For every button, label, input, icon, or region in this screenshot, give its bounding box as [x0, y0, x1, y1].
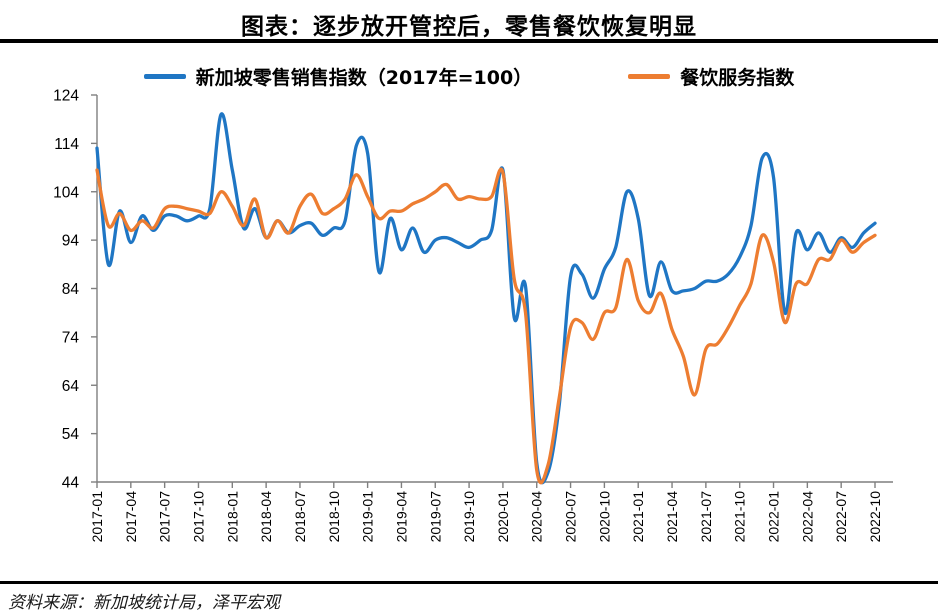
top-divider: [0, 39, 938, 43]
svg-text:2018-04: 2018-04: [258, 491, 274, 543]
retail-series-label: 新加坡零售销售指数（2017年=100）: [195, 67, 533, 89]
page-title: 图表：逐步放开管控后，零售餐饮恢复明显: [241, 13, 697, 40]
bottom-divider: [0, 581, 938, 584]
svg-text:84: 84: [62, 281, 80, 298]
svg-text:2022-01: 2022-01: [766, 491, 782, 543]
svg-text:2020-01: 2020-01: [495, 491, 511, 543]
svg-text:104: 104: [53, 184, 79, 201]
legend-item-fnb: 餐饮服务指数: [628, 63, 794, 90]
svg-text:2021-10: 2021-10: [732, 491, 748, 543]
svg-text:2020-04: 2020-04: [529, 491, 545, 543]
svg-text:64: 64: [62, 378, 80, 395]
svg-text:114: 114: [54, 136, 79, 153]
svg-text:2021-07: 2021-07: [698, 491, 714, 543]
svg-text:2017-04: 2017-04: [123, 491, 139, 543]
svg-text:2017-01: 2017-01: [89, 491, 105, 543]
fnb-series-swatch: [628, 74, 671, 79]
svg-text:74: 74: [62, 329, 80, 346]
y-axis-labels: 44 54 64 74 84 94 104 114 124: [53, 88, 79, 492]
svg-text:2018-07: 2018-07: [292, 491, 308, 543]
source-note: 资料来源：新加坡统计局，泽平宏观: [8, 593, 280, 613]
svg-text:2021-01: 2021-01: [630, 491, 646, 543]
svg-text:94: 94: [62, 233, 80, 250]
svg-text:2022-10: 2022-10: [867, 491, 883, 543]
svg-text:2017-10: 2017-10: [190, 491, 206, 543]
svg-text:2019-04: 2019-04: [393, 491, 409, 543]
svg-text:2018-10: 2018-10: [326, 491, 342, 543]
svg-text:2020-07: 2020-07: [563, 491, 579, 543]
svg-text:124: 124: [53, 88, 79, 105]
legend: 新加坡零售销售指数（2017年=100） 餐饮服务指数: [0, 63, 938, 90]
svg-text:2021-04: 2021-04: [664, 491, 680, 543]
series-line-fnb: [95, 167, 877, 485]
svg-text:2022-04: 2022-04: [799, 491, 815, 543]
retail-series-swatch: [143, 74, 186, 79]
svg-text:44: 44: [62, 475, 80, 492]
svg-text:2022-07: 2022-07: [833, 491, 849, 543]
svg-text:2018-01: 2018-01: [224, 491, 240, 543]
svg-text:54: 54: [62, 426, 80, 443]
svg-text:2019-01: 2019-01: [360, 491, 376, 543]
axes: [91, 94, 893, 488]
x-axis-labels: 2017-01 2017-04 2017-07 2017-10 2018-01 2018-…: [89, 491, 883, 543]
series-line-retail: [95, 112, 877, 485]
svg-text:2019-10: 2019-10: [461, 491, 477, 543]
svg-text:2020-10: 2020-10: [596, 491, 612, 543]
legend-item-retail: 新加坡零售销售指数（2017年=100）: [143, 63, 533, 90]
svg-text:2017-07: 2017-07: [157, 491, 173, 543]
svg-text:2019-07: 2019-07: [427, 491, 443, 543]
fnb-series-label: 餐饮服务指数: [680, 67, 795, 89]
